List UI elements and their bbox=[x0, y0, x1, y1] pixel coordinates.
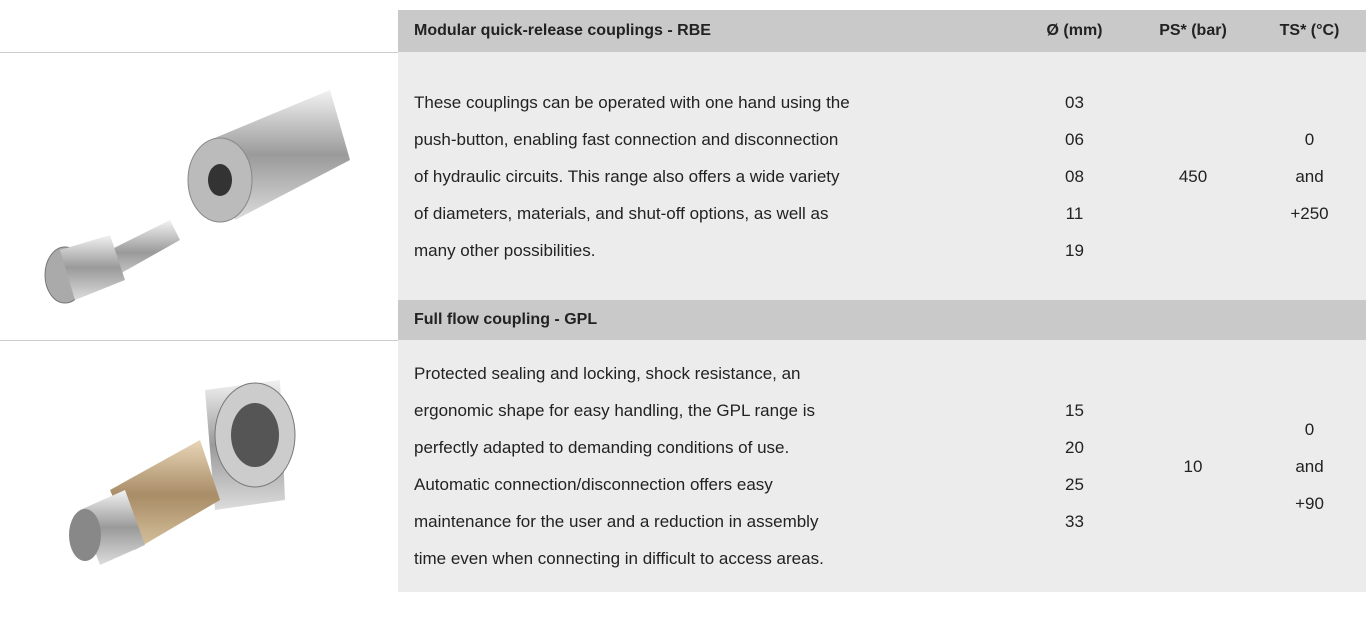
description-line: perfectly adapted to demanding condition… bbox=[414, 438, 790, 457]
header-cell: Ø (mm) bbox=[1016, 10, 1133, 52]
ts-line: and bbox=[1295, 456, 1324, 476]
rule bbox=[0, 340, 398, 341]
header-cell: Modular quick-release couplings - RBE bbox=[414, 10, 1016, 52]
header-cell: TS* (°C) bbox=[1253, 10, 1366, 52]
product-image-gpl bbox=[69, 380, 296, 565]
description-line: Protected sealing and locking, shock res… bbox=[414, 364, 801, 383]
header-cell: PS* (bar) bbox=[1133, 10, 1253, 52]
product-image-rbe bbox=[44, 90, 350, 304]
ts-line: +250 bbox=[1290, 203, 1329, 223]
ts-line: 0 bbox=[1304, 419, 1315, 439]
description-line: of hydraulic circuits. This range also o… bbox=[414, 166, 840, 186]
diameters-line: 25 bbox=[1065, 475, 1084, 494]
diameters-line: 08 bbox=[1065, 166, 1084, 186]
diameters-line: 15 bbox=[1065, 401, 1084, 420]
diameters-line: 03 bbox=[1065, 92, 1084, 112]
diameters-line: 19 bbox=[1065, 240, 1084, 260]
ts-line: and bbox=[1295, 166, 1324, 186]
section-title: Full flow coupling - GPL bbox=[398, 300, 1366, 340]
description-line: These couplings can be operated with one… bbox=[414, 92, 850, 112]
diameters-line: 20 bbox=[1065, 438, 1084, 457]
description-line: ergonomic shape for easy handling, the G… bbox=[414, 401, 816, 420]
description-line: of diameters, materials, and shut-off op… bbox=[414, 203, 829, 223]
ts-line: 0 bbox=[1304, 129, 1315, 149]
section-body bbox=[398, 340, 1366, 592]
diameters-line: 11 bbox=[1065, 203, 1084, 223]
description-line: many other possibilities. bbox=[414, 240, 596, 260]
description-line: push-button, enabling fast connection an… bbox=[414, 129, 839, 149]
ps-line: 450 bbox=[1178, 166, 1208, 186]
section-body bbox=[398, 52, 1366, 300]
description-line: time even when connecting in difficult t… bbox=[414, 549, 824, 568]
diameters-line: 06 bbox=[1065, 129, 1084, 149]
description-line: maintenance for the user and a reduction… bbox=[414, 512, 819, 531]
rule bbox=[0, 52, 398, 53]
diameters-line: 33 bbox=[1065, 512, 1084, 531]
description-line: Automatic connection/disconnection offer… bbox=[414, 475, 773, 494]
ps-line: 10 bbox=[1183, 456, 1203, 476]
ts-line: +90 bbox=[1295, 493, 1324, 513]
